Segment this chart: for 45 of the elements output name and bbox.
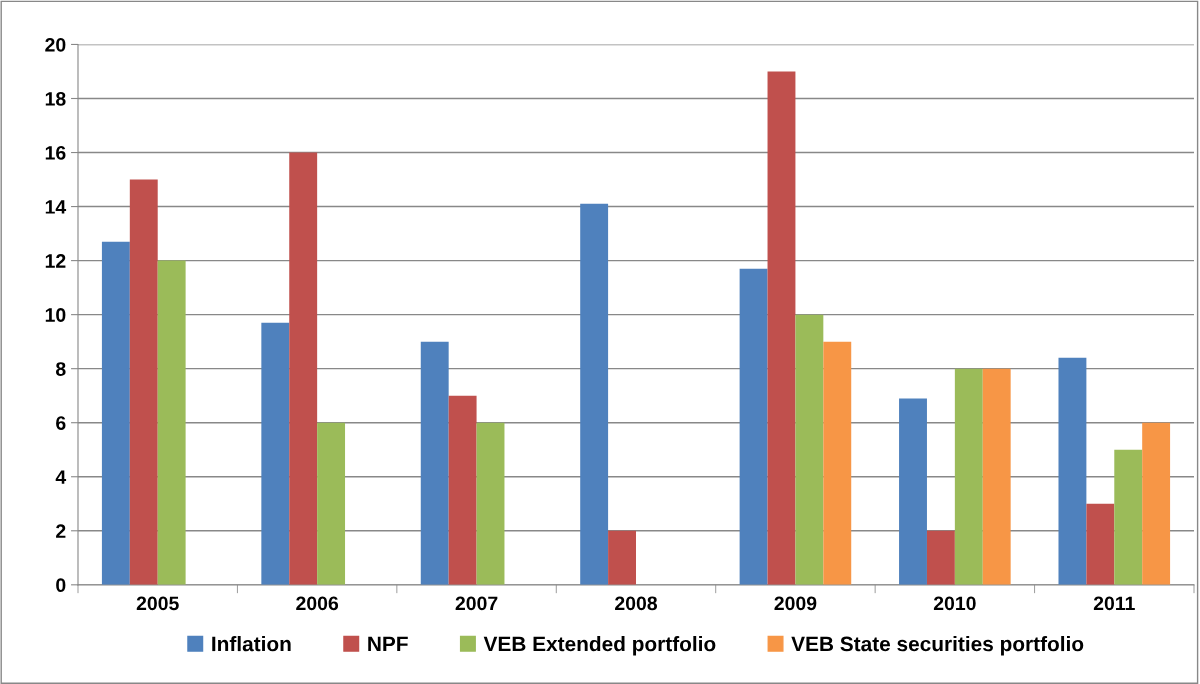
bar [1086, 503, 1115, 585]
bar [580, 203, 609, 585]
bar [101, 241, 130, 585]
bar [420, 341, 449, 585]
y-tick-label: 18 [45, 91, 66, 106]
y-tick-label: 2 [56, 524, 66, 538]
bar [157, 260, 186, 585]
x-tick-label: 2007 [455, 596, 498, 611]
bar [982, 368, 1011, 585]
bar [1058, 357, 1087, 585]
legend-label: NPF [368, 636, 408, 652]
legend-label: VEB Extended portfolio [483, 635, 716, 656]
x-tick-label: 2010 [933, 596, 976, 611]
bar [739, 268, 768, 585]
bar [1114, 449, 1143, 585]
y-tick-label: 16 [45, 146, 66, 160]
y-tick-label: 4 [55, 470, 67, 484]
y-tick-label: 14 [45, 200, 67, 214]
bar [954, 368, 983, 585]
x-tick-label: 2009 [774, 596, 817, 611]
y-tick-label: 12 [45, 254, 66, 268]
bar [795, 314, 824, 585]
bar [608, 530, 636, 585]
y-tick-label: 0 [56, 578, 66, 593]
y-tick-label: 6 [56, 416, 66, 430]
bar [476, 422, 505, 585]
bar [899, 398, 927, 585]
legend-label: VEB State securities portfolio [791, 635, 1084, 656]
bar [823, 341, 852, 585]
y-tick-label: 8 [56, 362, 66, 376]
y-tick-label: 10 [45, 308, 66, 322]
bar [767, 71, 796, 585]
x-tick-label: 2008 [615, 596, 658, 611]
bar [129, 179, 158, 585]
x-tick-label: 2006 [296, 596, 339, 611]
bar [317, 422, 346, 585]
x-tick-label: 2005 [136, 596, 179, 611]
legend-label: Inflation [212, 635, 291, 652]
bar [448, 395, 477, 585]
x-tick-label: 2011 [1093, 596, 1135, 611]
bar [1142, 422, 1171, 585]
bar [261, 322, 290, 585]
y-tick-label: 20 [45, 37, 66, 52]
bar [926, 530, 955, 585]
bar [289, 152, 318, 585]
